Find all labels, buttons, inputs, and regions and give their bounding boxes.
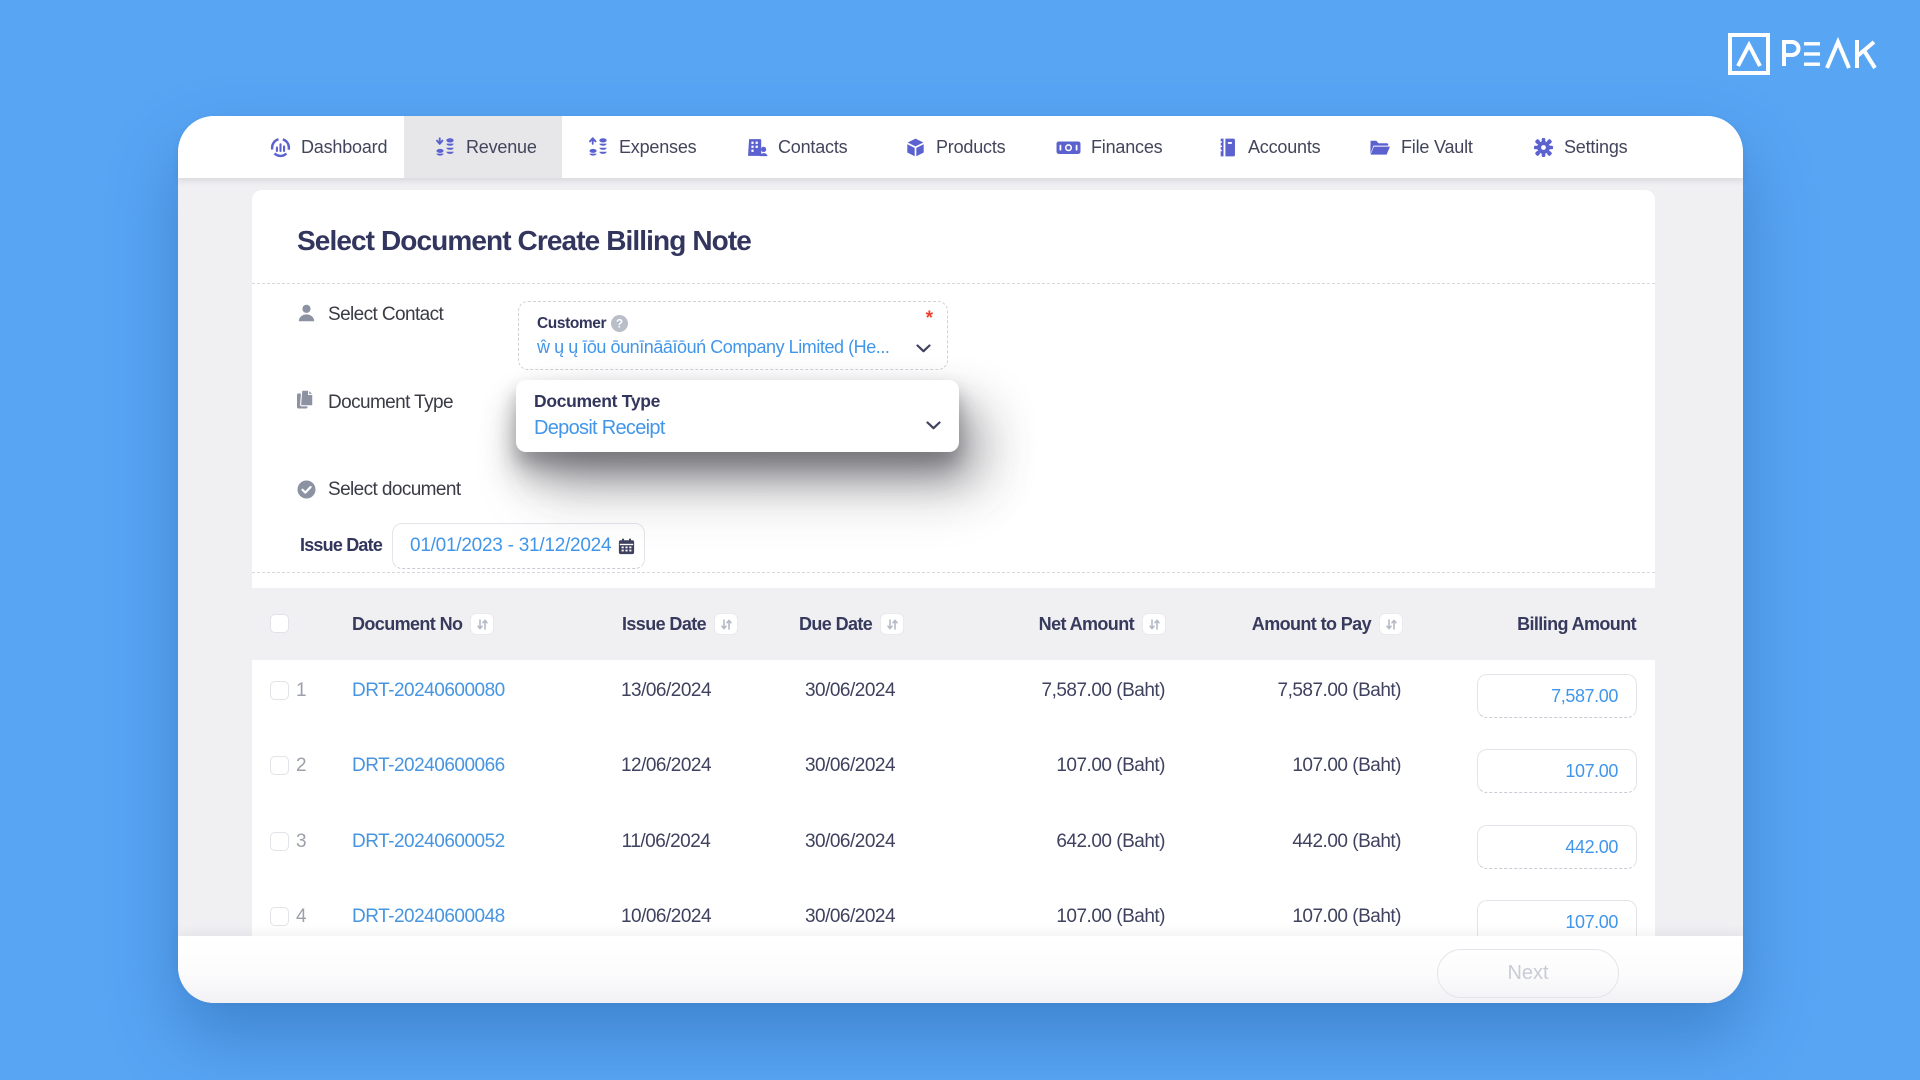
svg-text:?: ? [616, 319, 623, 331]
